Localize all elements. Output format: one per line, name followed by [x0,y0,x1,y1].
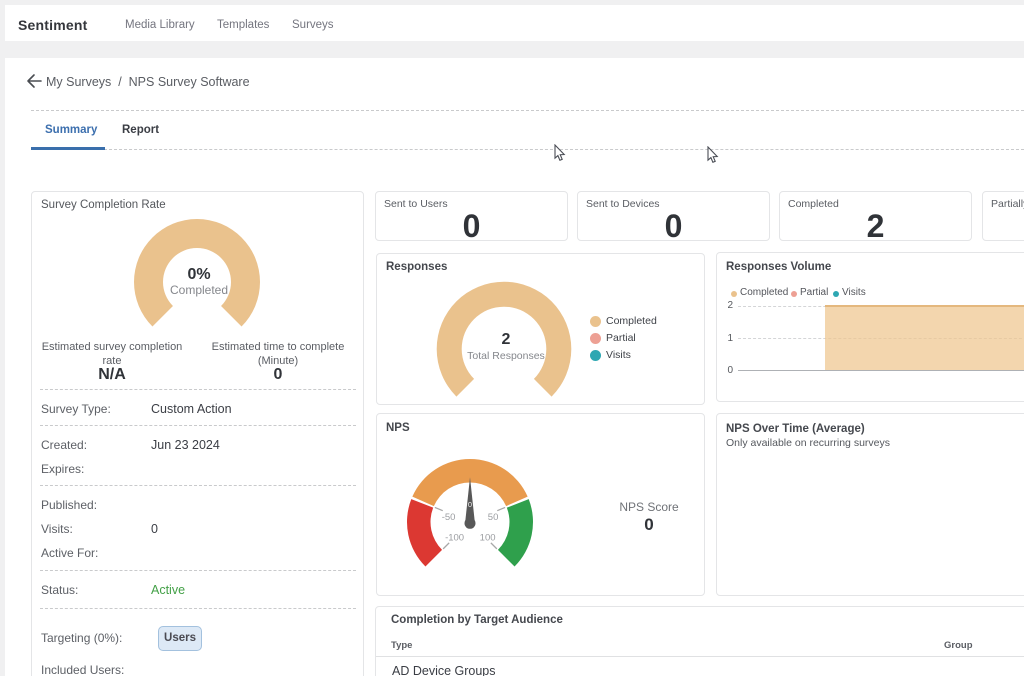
svg-text:-50: -50 [442,512,456,523]
svg-text:-100: -100 [445,533,464,544]
svg-text:100: 100 [480,533,496,544]
svg-text:50: 50 [488,512,499,523]
svg-text:0: 0 [468,500,472,509]
